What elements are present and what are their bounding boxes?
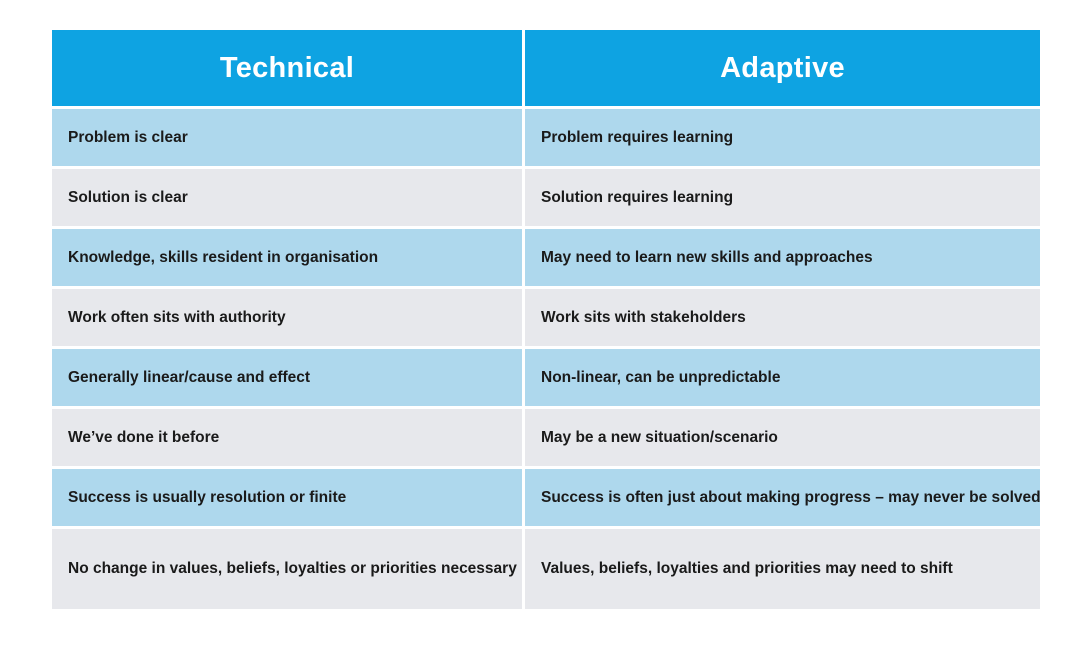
adaptive-cell: Work sits with stakeholders	[522, 286, 1043, 349]
table-row: Problem is clear Problem requires learni…	[49, 106, 1043, 169]
adaptive-cell: May be a new situation/scenario	[522, 406, 1043, 469]
table-row: Work often sits with authority Work sits…	[49, 286, 1043, 349]
technical-cell: We’ve done it before	[49, 406, 525, 469]
table-row: Generally linear/cause and effect Non-li…	[49, 346, 1043, 409]
adaptive-cell: Non-linear, can be unpredictable	[522, 346, 1043, 409]
adaptive-cell: May need to learn new skills and approac…	[522, 226, 1043, 289]
adaptive-cell: Solution requires learning	[522, 166, 1043, 229]
adaptive-cell: Values, beliefs, loyalties and prioritie…	[522, 526, 1043, 612]
adaptive-cell: Problem requires learning	[522, 106, 1043, 169]
table-header-row: Technical Adaptive	[49, 27, 1043, 109]
technical-cell: Work often sits with authority	[49, 286, 525, 349]
header-adaptive: Adaptive	[522, 27, 1043, 109]
technical-cell: Knowledge, skills resident in organisati…	[49, 226, 525, 289]
table-row: Success is usually resolution or finite …	[49, 466, 1043, 529]
adaptive-cell: Success is often just about making progr…	[522, 466, 1043, 529]
technical-cell: Problem is clear	[49, 106, 525, 169]
table-row: No change in values, beliefs, loyalties …	[49, 526, 1043, 612]
comparison-table: Technical Adaptive Problem is clear Prob…	[49, 27, 1043, 612]
technical-cell: Generally linear/cause and effect	[49, 346, 525, 409]
table-row: Knowledge, skills resident in organisati…	[49, 226, 1043, 289]
table-row: Solution is clear Solution requires lear…	[49, 166, 1043, 229]
header-technical: Technical	[49, 27, 525, 109]
table-row: We’ve done it before May be a new situat…	[49, 406, 1043, 469]
technical-cell: No change in values, beliefs, loyalties …	[49, 526, 525, 612]
technical-cell: Solution is clear	[49, 166, 525, 229]
technical-cell: Success is usually resolution or finite	[49, 466, 525, 529]
